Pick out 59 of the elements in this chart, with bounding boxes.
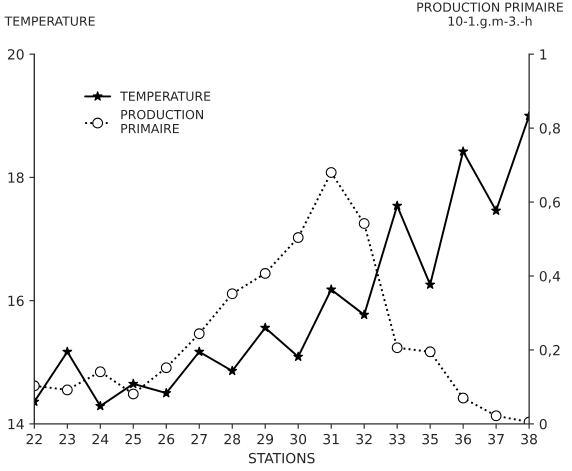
point	[94, 366, 106, 378]
y2-tick-label: 0,6	[540, 197, 560, 209]
point	[95, 400, 106, 410]
legend-label: TEMPERATURE	[120, 92, 210, 101]
y-tick-label: 16	[8, 296, 24, 306]
x-tick-label: 30	[290, 434, 306, 444]
x-tick-label: 27	[191, 434, 207, 444]
y-tick-label: 20	[8, 49, 24, 60]
x-tick-label: 38	[521, 434, 537, 444]
point	[62, 346, 72, 356]
point	[62, 384, 73, 396]
point	[326, 284, 336, 294]
point	[160, 362, 172, 374]
point	[326, 167, 337, 178]
point	[227, 366, 238, 376]
point	[292, 232, 304, 243]
x-axis-title: STATIONS	[248, 452, 315, 464]
y-tick-label: 14	[8, 419, 24, 430]
x-tick-label: 35	[422, 434, 438, 444]
point	[194, 346, 204, 356]
point	[490, 205, 502, 216]
x-tick-label: 28	[224, 434, 240, 444]
y2-tick-label: 0,4	[540, 270, 560, 283]
point	[293, 351, 304, 362]
x-tick-label: 23	[59, 434, 76, 444]
point	[358, 218, 370, 229]
x-tick-label: 33	[389, 434, 405, 444]
point	[128, 388, 139, 400]
point	[128, 378, 138, 388]
legend-label: PRODUCTION PRIMAIRE	[121, 110, 203, 134]
point	[260, 268, 271, 279]
y2-tick-label: 0,2	[540, 344, 560, 357]
point	[490, 410, 502, 422]
y2-axis-title: PRODUCTION PRIMAIRE 10-1.g.m-3.-h	[417, 2, 563, 28]
x-tick-label: 29	[257, 434, 274, 444]
point	[458, 146, 468, 156]
point	[458, 392, 469, 404]
point	[392, 200, 402, 210]
x-tick-label: 37	[488, 434, 504, 444]
x-tick-label: 22	[26, 434, 42, 444]
point	[424, 346, 436, 358]
x-tick-label: 31	[323, 434, 339, 444]
point	[392, 342, 403, 354]
point	[359, 309, 370, 320]
point	[425, 279, 436, 290]
x-tick-label: 24	[92, 434, 108, 444]
point	[226, 288, 238, 300]
point	[161, 388, 172, 398]
x-tick-label: 32	[356, 434, 372, 444]
y2-tick-label: 0,8	[540, 123, 560, 136]
x-tick-label: 25	[125, 434, 141, 444]
point	[194, 328, 205, 340]
y-axis-title: TEMPERATURE	[4, 16, 95, 26]
y2-tick-label: 0	[540, 418, 547, 430]
x-tick-label: 26	[158, 434, 174, 444]
y2-tick-label: 1	[540, 49, 546, 60]
point	[260, 322, 270, 332]
y-tick-label: 18	[8, 172, 24, 183]
x-tick-label: 36	[455, 434, 472, 444]
